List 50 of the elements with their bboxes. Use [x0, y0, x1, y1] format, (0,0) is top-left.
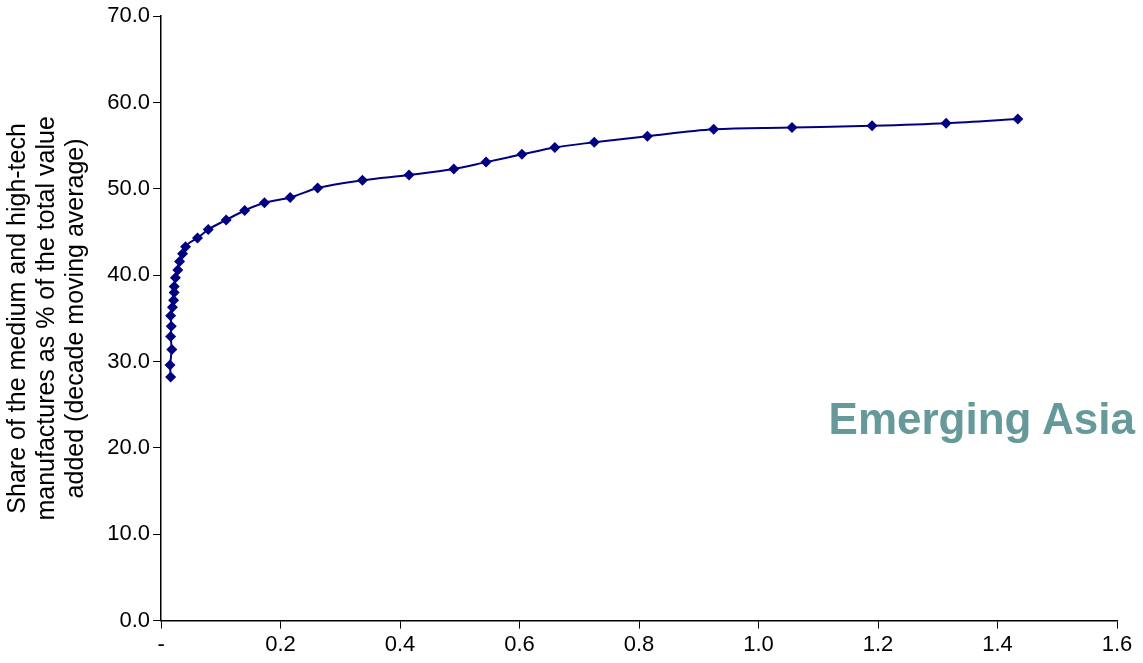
point — [480, 156, 492, 168]
point — [180, 241, 192, 253]
point — [258, 197, 270, 209]
annotation: Emerging Asia — [828, 394, 1136, 444]
y-tick-label: 70.0 — [107, 2, 151, 28]
point — [866, 120, 878, 132]
x-tick-label: - — [157, 630, 165, 656]
point — [588, 136, 600, 148]
y-tick-label: 20.0 — [107, 433, 151, 459]
point — [284, 192, 296, 204]
point — [708, 123, 720, 135]
point — [169, 272, 181, 284]
point — [172, 264, 184, 276]
point — [549, 141, 561, 153]
x-tick-label: 1.4 — [982, 630, 1013, 656]
point — [641, 130, 653, 142]
point — [516, 148, 528, 160]
point — [177, 248, 189, 260]
point — [356, 174, 368, 186]
x-tick-label: 1.2 — [862, 630, 894, 656]
y-tick-label: 50.0 — [107, 174, 151, 200]
y-tick-label: 40.0 — [107, 261, 151, 287]
x-tick-label: 0.2 — [265, 630, 296, 656]
point — [312, 182, 324, 194]
point — [403, 169, 415, 181]
y-tick-label: 60.0 — [107, 88, 151, 114]
x-tick-label: 0.4 — [384, 630, 416, 656]
point — [220, 214, 232, 226]
point — [1012, 113, 1024, 125]
point — [448, 163, 460, 175]
y-tick-label: 0.0 — [119, 606, 151, 632]
point — [165, 310, 177, 322]
point — [786, 122, 798, 134]
point — [165, 320, 177, 332]
x-tick-label: 1.0 — [743, 630, 774, 656]
point — [174, 255, 186, 267]
x-tick-label: 1.6 — [1101, 630, 1133, 656]
point — [164, 359, 176, 371]
y-tick-label: 10.0 — [107, 520, 151, 546]
point — [239, 204, 251, 216]
point — [202, 223, 214, 235]
x-tick-label: 0.8 — [623, 630, 655, 656]
point — [165, 371, 177, 383]
y-axis-title: Share of the medium and high-tech manufactures as % of the total value added (decade moving average) — [2, 116, 88, 521]
point — [192, 232, 204, 244]
y-tick-label: 30.0 — [107, 347, 151, 373]
x-tick-label: 0.6 — [504, 630, 535, 656]
point — [166, 343, 178, 355]
point — [940, 117, 952, 129]
point — [165, 331, 177, 343]
